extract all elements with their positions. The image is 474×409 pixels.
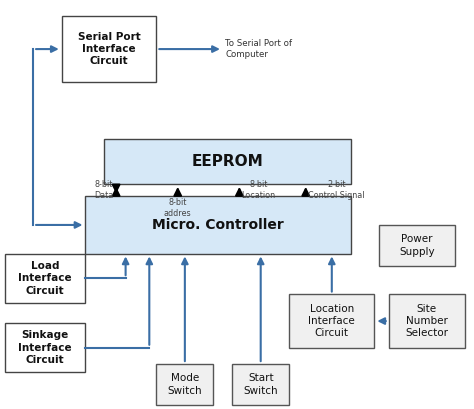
FancyBboxPatch shape	[289, 294, 374, 348]
Text: Mode
Switch: Mode Switch	[167, 373, 202, 396]
Text: Power
Supply: Power Supply	[399, 234, 435, 256]
Text: 2-bit
Control Signal: 2-bit Control Signal	[308, 180, 365, 200]
FancyBboxPatch shape	[62, 16, 156, 82]
Text: Serial Port
Interface
Circuit: Serial Port Interface Circuit	[78, 31, 140, 67]
Text: 8-bit
Location: 8-bit Location	[242, 180, 276, 200]
Text: EEPROM: EEPROM	[191, 154, 264, 169]
Text: 8-bit
Data: 8-bit Data	[94, 180, 114, 200]
FancyBboxPatch shape	[389, 294, 465, 348]
Text: Load
Interface
Circuit: Load Interface Circuit	[18, 261, 72, 296]
FancyBboxPatch shape	[104, 139, 351, 184]
Text: Location
Interface
Circuit: Location Interface Circuit	[309, 303, 355, 339]
Text: Micro. Controller: Micro. Controller	[152, 218, 284, 232]
FancyBboxPatch shape	[156, 364, 213, 405]
Text: Site
Number
Selector: Site Number Selector	[405, 303, 448, 339]
FancyBboxPatch shape	[85, 196, 351, 254]
Text: To Serial Port of
Computer: To Serial Port of Computer	[225, 39, 292, 59]
FancyBboxPatch shape	[232, 364, 289, 405]
Text: Start
Switch: Start Switch	[243, 373, 278, 396]
FancyBboxPatch shape	[5, 254, 85, 303]
Text: 8-bit
addres: 8-bit addres	[164, 198, 191, 218]
Text: Sinkage
Interface
Circuit: Sinkage Interface Circuit	[18, 330, 72, 365]
FancyBboxPatch shape	[379, 225, 455, 266]
FancyBboxPatch shape	[5, 323, 85, 372]
